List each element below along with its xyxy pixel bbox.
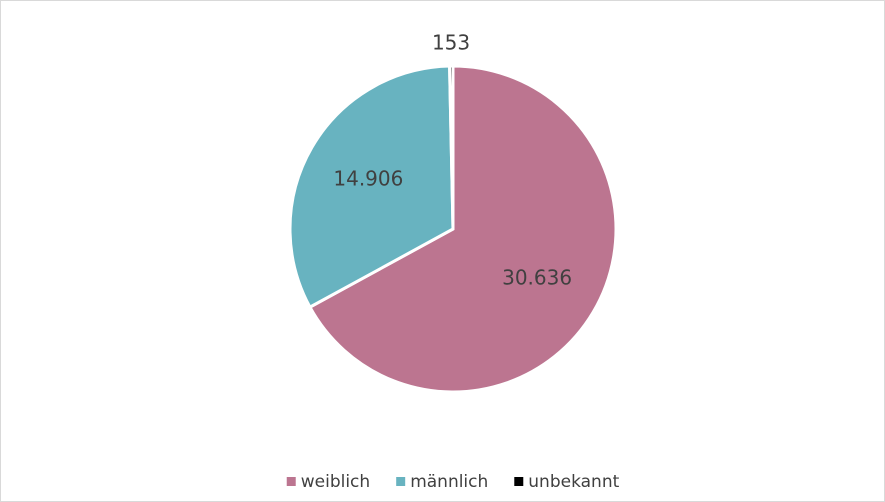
data-label: 14.906 bbox=[333, 166, 403, 190]
data-label: 30.636 bbox=[502, 265, 572, 289]
legend-swatch bbox=[286, 477, 296, 486]
legend-swatch bbox=[514, 477, 524, 486]
legend-swatch bbox=[396, 477, 406, 486]
pie-slice bbox=[448, 64, 455, 230]
legend-label: weiblich bbox=[301, 472, 370, 492]
data-label: 153 bbox=[432, 31, 470, 55]
data-labels: 30.636 14.906 153 bbox=[333, 31, 572, 290]
legend-label: unbekannt bbox=[528, 472, 619, 492]
legend-label: männlich bbox=[410, 472, 488, 492]
pie bbox=[288, 64, 618, 394]
legend: weiblich männlich unbekannt bbox=[286, 472, 620, 492]
pie-slice bbox=[307, 64, 618, 394]
pie-slice bbox=[288, 64, 455, 310]
